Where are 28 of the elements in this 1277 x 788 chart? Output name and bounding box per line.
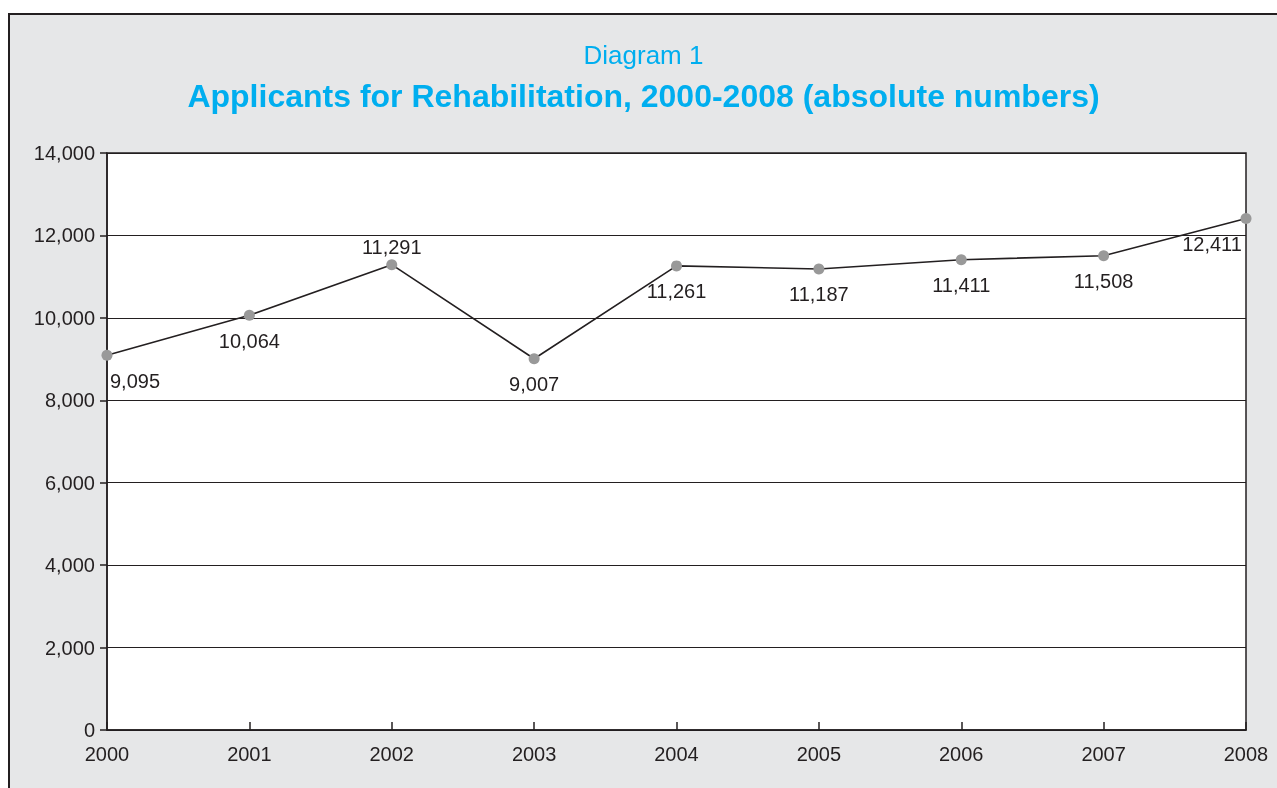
x-tick-label: 2005: [796, 743, 842, 765]
y-tick-label: 12,000: [33, 224, 95, 247]
data-label: 12,411: [1182, 232, 1242, 255]
y-tick-label: 6,000: [44, 471, 95, 494]
x-tick-label: 2003: [511, 743, 557, 765]
x-tick-label: 2008: [1223, 743, 1269, 765]
data-label: 10,064: [218, 329, 280, 352]
data-label: 9,095: [109, 369, 161, 392]
chart-subtitle: Diagram 1: [583, 40, 704, 70]
y-tick-label: 8,000: [44, 389, 95, 412]
y-tick-label: 10,000: [33, 306, 95, 329]
x-tick-label: 2004: [654, 743, 699, 765]
x-tick-label: 2006: [939, 743, 984, 765]
x-tick-label: 2001: [227, 743, 272, 765]
x-tick-label: 2002: [369, 743, 414, 765]
data-label: 11,411: [932, 274, 991, 297]
chart-title: Applicants for Rehabilitation, 2000-2008 (absolute numbers): [187, 78, 1100, 114]
data-label: 11,187: [789, 283, 849, 306]
data-label: 11,508: [1073, 270, 1134, 293]
x-tick-label: 2007: [1081, 743, 1126, 765]
x-tick-label: 2000: [84, 743, 130, 765]
data-label: 9,007: [509, 373, 560, 396]
y-tick-label: 0: [83, 719, 95, 741]
data-label: 11,261: [646, 280, 707, 303]
y-tick-label: 14,000: [33, 142, 95, 164]
data-label: 11,291: [361, 236, 422, 259]
y-tick-label: 2,000: [44, 636, 95, 659]
y-tick-label: 4,000: [44, 554, 95, 577]
